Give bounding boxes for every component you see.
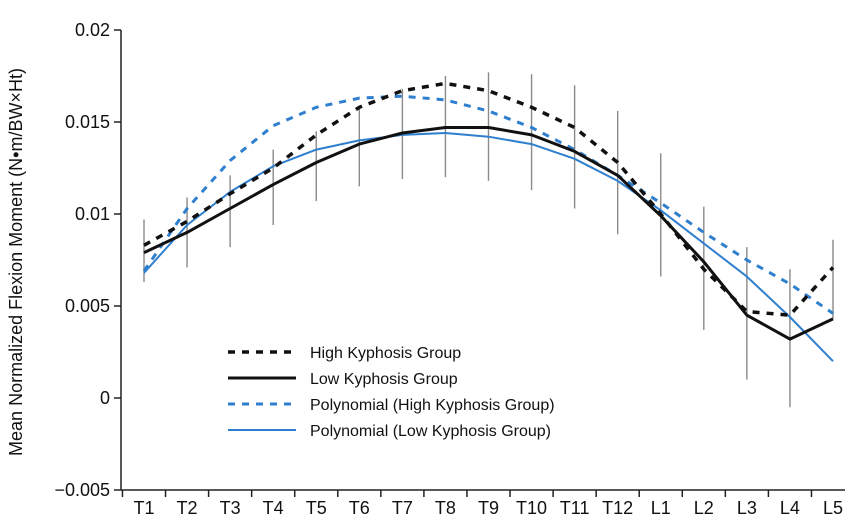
legend-label: High Kyphosis Group xyxy=(310,345,461,362)
series-lines xyxy=(142,81,835,362)
y-tick-label: 0.005 xyxy=(65,296,110,316)
legend-label: Polynomial (High Kyphosis Group) xyxy=(310,397,555,414)
y-tick-label: 0.02 xyxy=(75,20,110,40)
x-tick-label: L4 xyxy=(780,498,800,518)
x-tick-label: L5 xyxy=(823,498,843,518)
legend-label: Polynomial (Low Kyphosis Group) xyxy=(310,423,551,440)
series-line-low-kyphosis-group xyxy=(143,126,834,341)
legend-label: Low Kyphosis Group xyxy=(310,371,458,388)
x-tick-label: T8 xyxy=(435,498,456,518)
y-tick-label: 0.015 xyxy=(65,112,110,132)
y-tick-label: −0.005 xyxy=(54,480,110,500)
x-tick-label: T11 xyxy=(560,498,590,518)
x-tick-label: L3 xyxy=(737,498,757,518)
axes: −0.005 0 0.005 0.01 0.015 0.02 T1 T2 T3 T4 T5 T6 T7 T… xyxy=(6,20,845,518)
x-tick-label: T4 xyxy=(263,498,284,518)
x-tick-label: T1 xyxy=(133,498,154,518)
y-tick-label: 0.01 xyxy=(75,204,110,224)
x-tick-label: T6 xyxy=(349,498,370,518)
x-tick-label: T7 xyxy=(392,498,413,518)
y-axis-label: Mean Normalized Flexion Moment (N•m/BW×H… xyxy=(6,68,26,456)
x-tick-label: T10 xyxy=(516,498,547,518)
x-tick-label: L1 xyxy=(651,498,671,518)
y-tick-label: 0 xyxy=(100,388,110,408)
series-line-polynomial-low-kyphosis-group xyxy=(143,132,834,362)
x-tick-label: T12 xyxy=(602,498,633,518)
x-tick-label: T9 xyxy=(478,498,499,518)
error-bars xyxy=(143,72,834,408)
x-tick-label: T5 xyxy=(306,498,327,518)
x-tick-label: L2 xyxy=(694,498,714,518)
x-tick-label: T2 xyxy=(177,498,198,518)
x-tick-label: T3 xyxy=(220,498,241,518)
legend: High Kyphosis Group Low Kyphosis Group Pol… xyxy=(228,345,555,440)
